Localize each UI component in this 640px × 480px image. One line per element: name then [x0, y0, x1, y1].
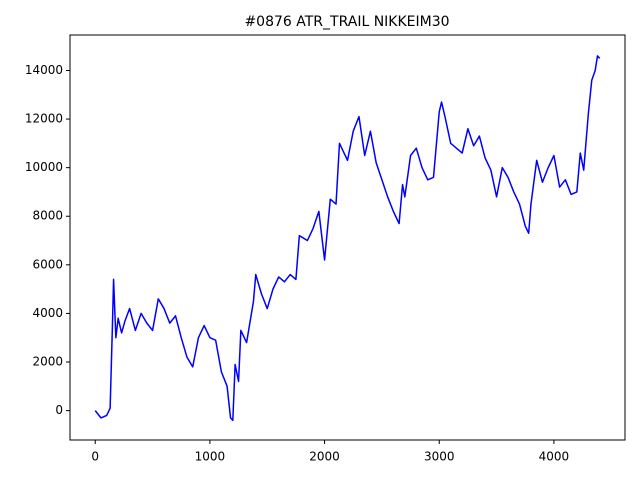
y-tick-label: 6000 [32, 257, 63, 271]
y-tick-label: 12000 [25, 112, 63, 126]
y-tick-label: 10000 [25, 160, 63, 174]
chart-title: #0876 ATR_TRAIL NIKKEIM30 [244, 14, 449, 30]
y-tick-label: 14000 [25, 63, 63, 77]
y-tick-label: 0 [55, 403, 63, 417]
plot-frame [69, 34, 626, 441]
x-tick-label: 4000 [539, 450, 570, 464]
y-tick-label: 4000 [32, 306, 63, 320]
x-tick-label: 1000 [195, 450, 226, 464]
x-tick-label: 2000 [309, 450, 340, 464]
data-line [94, 55, 601, 422]
x-tick-label: 0 [91, 450, 99, 464]
y-tick-label: 8000 [32, 209, 63, 223]
y-tick-label: 2000 [32, 355, 63, 369]
x-tick-label: 3000 [424, 450, 455, 464]
